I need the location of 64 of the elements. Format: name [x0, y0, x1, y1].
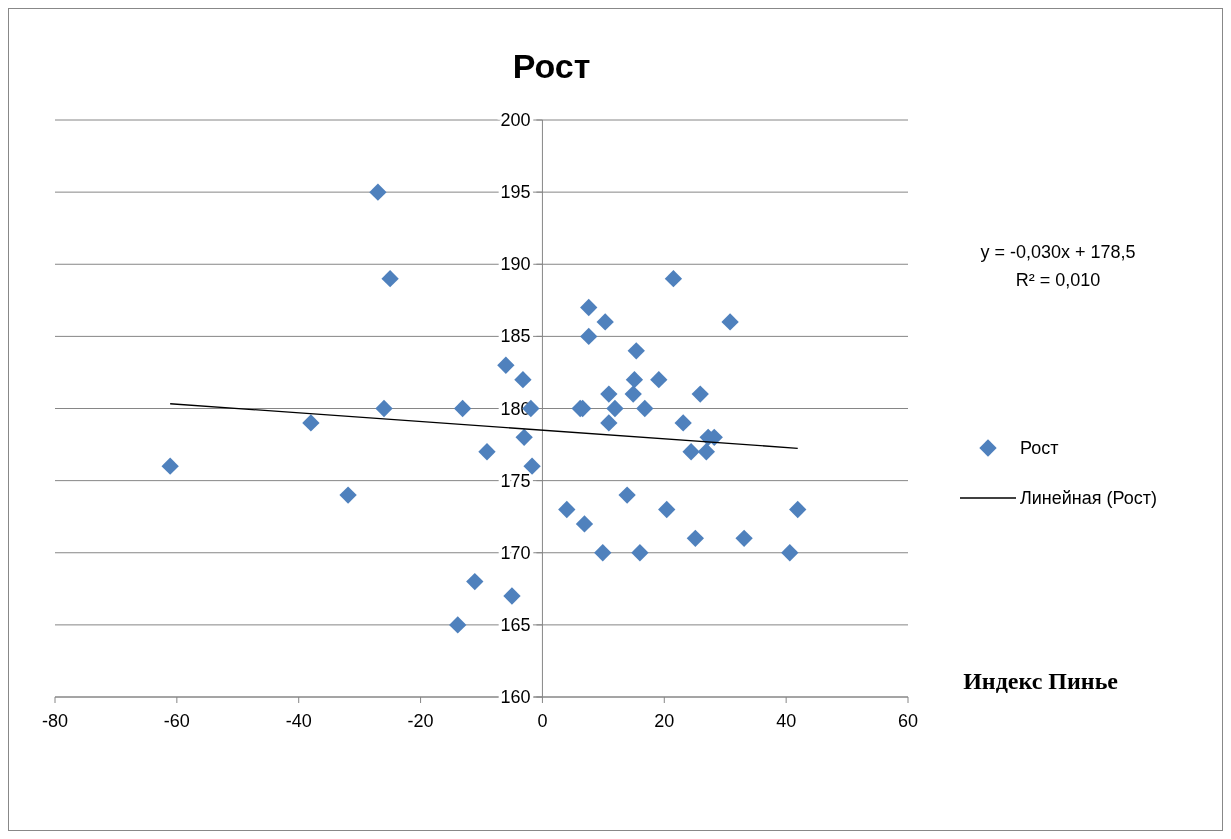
point: [302, 414, 320, 432]
x-tick-label: 40: [776, 711, 797, 731]
point: [381, 270, 399, 288]
point: [691, 385, 709, 403]
point: [674, 414, 692, 432]
y-tick-label: 185: [500, 326, 531, 347]
x-tick-label: -40: [285, 711, 312, 731]
x-axis-title: Индекс Пинье: [963, 668, 1119, 694]
point: [594, 544, 612, 562]
point: [503, 587, 521, 605]
point: [600, 385, 618, 403]
point: [515, 428, 533, 447]
y-tick-label: 165: [500, 614, 531, 635]
point: [735, 529, 753, 547]
point: [636, 399, 654, 418]
point: [449, 616, 467, 634]
x-tick-label: -20: [407, 711, 434, 731]
point: [497, 356, 515, 374]
point: [514, 370, 532, 389]
point: [375, 399, 393, 418]
point: [558, 500, 576, 519]
point: [161, 457, 179, 475]
chart-title: Рост: [512, 47, 591, 85]
x-tick-label: 0: [537, 711, 548, 731]
point: [631, 544, 649, 562]
y-tick-label: 175: [500, 470, 531, 491]
point: [624, 385, 642, 403]
point: [664, 270, 683, 288]
point: [682, 443, 700, 461]
point: [658, 500, 676, 519]
point: [369, 183, 387, 201]
point: [686, 529, 705, 547]
y-tick-label: 200: [500, 110, 531, 130]
point: [580, 298, 598, 317]
x-tick-label: -80: [41, 711, 69, 731]
text: R² = 0,010: [1015, 270, 1101, 290]
text: y = -0,030x + 178,5: [980, 242, 1136, 262]
point: [781, 544, 799, 562]
point: [606, 399, 624, 418]
legend-label: Рост: [1020, 438, 1059, 458]
x-tick-label: 20: [654, 711, 675, 731]
y-tick-label: 190: [500, 254, 531, 275]
legend-label: Линейная (Рост): [1020, 488, 1158, 508]
y-tick-label: 195: [500, 182, 531, 203]
point: [453, 399, 472, 418]
point: [618, 486, 636, 504]
point: [580, 327, 598, 346]
point: [650, 370, 668, 389]
point: [596, 313, 614, 331]
point: [466, 572, 484, 591]
point: [627, 342, 645, 360]
x-tick-label: -60: [163, 711, 190, 731]
y-tick-label: 170: [500, 542, 531, 563]
point: [600, 414, 618, 432]
x-tick-label: 60: [897, 711, 919, 731]
point: [339, 486, 357, 504]
point: [789, 500, 807, 519]
point: [721, 313, 739, 331]
point: [625, 370, 644, 389]
point: [478, 443, 496, 461]
point: [523, 457, 541, 475]
point: [697, 443, 715, 461]
point: [575, 515, 594, 533]
y-tick-label: 160: [500, 687, 531, 707]
